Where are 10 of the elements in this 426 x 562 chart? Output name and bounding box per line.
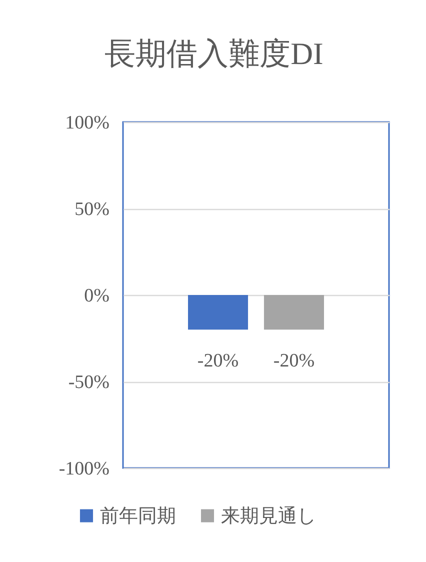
y-tick-label: -100% (58, 458, 110, 480)
legend-label: 来期見通し (221, 506, 316, 527)
y-tick-label: 100% (65, 112, 110, 134)
y-tick-label: 50% (74, 199, 110, 220)
chart-title: 長期借入難度DI (104, 36, 324, 71)
y-tick-label: 0% (84, 286, 110, 306)
y-tick-label: -50% (68, 372, 110, 393)
data-label: -20% (273, 350, 315, 372)
legend-label: 前年同期 (100, 506, 176, 527)
data-label: -20% (197, 350, 239, 372)
